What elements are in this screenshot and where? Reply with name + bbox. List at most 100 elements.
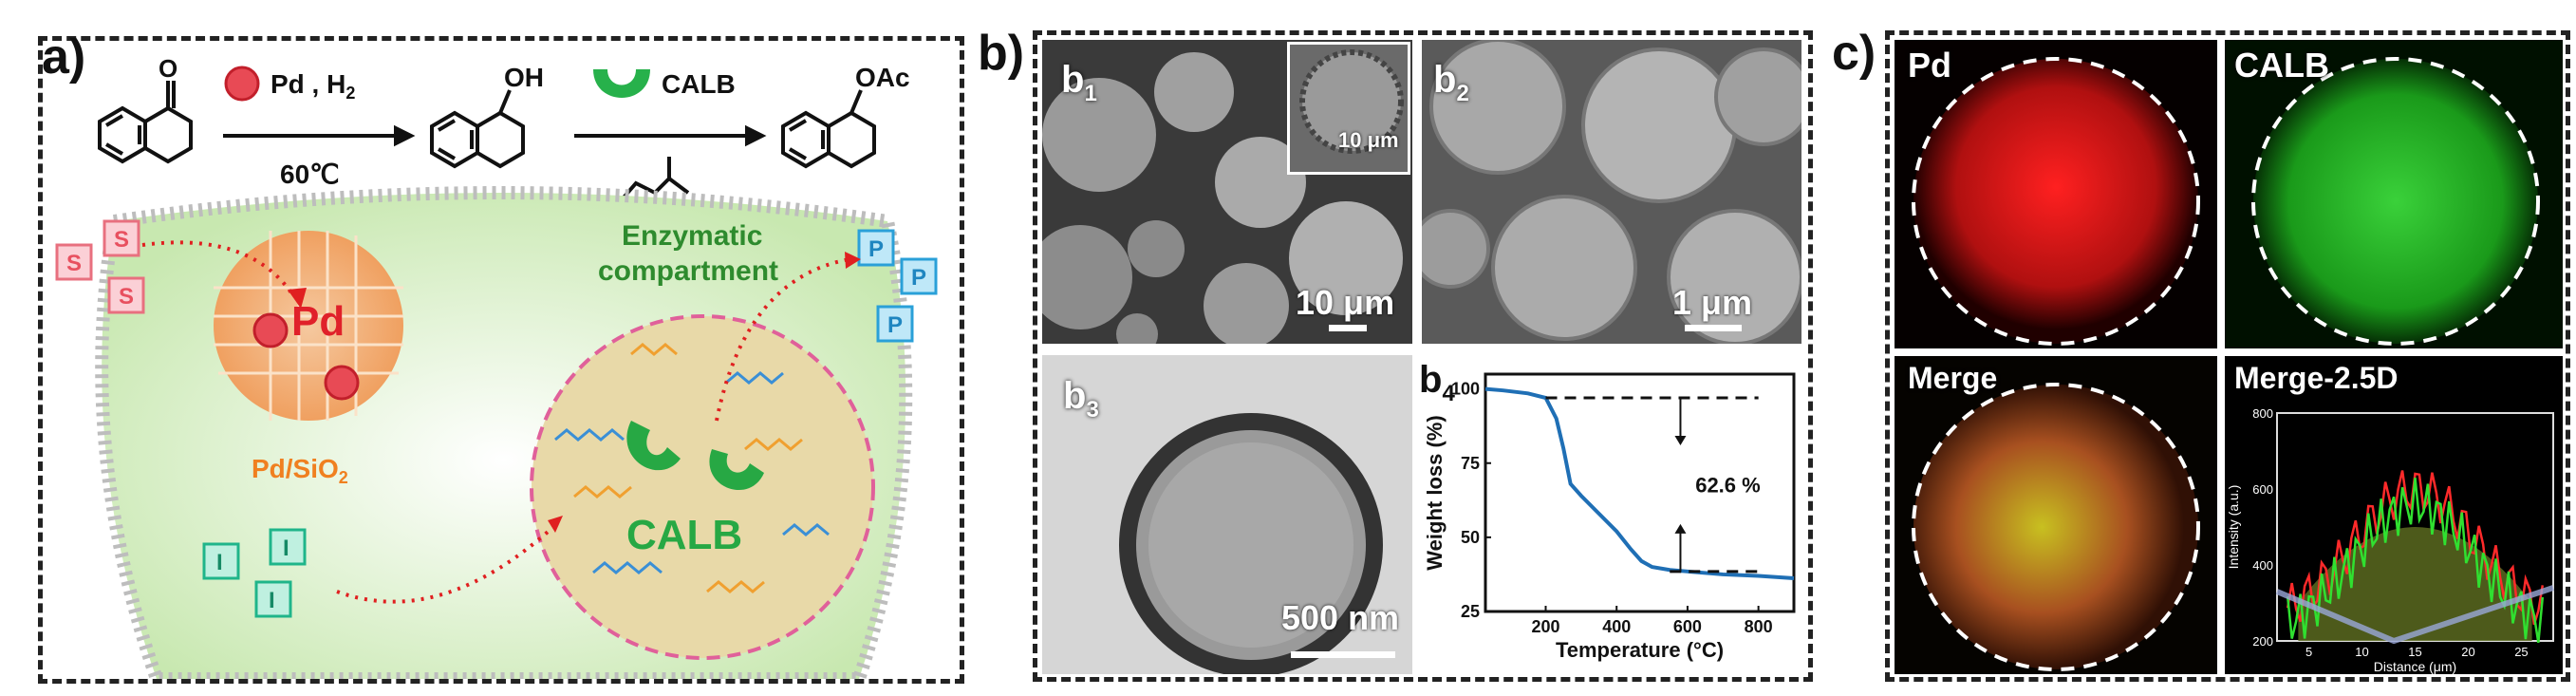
svg-text:Pd/SiO2: Pd/SiO2 bbox=[252, 454, 348, 487]
tga-x-tick-label: 600 bbox=[1673, 617, 1702, 636]
profile-x-tick-label: 15 bbox=[2408, 645, 2421, 659]
tga-plot-frame bbox=[1484, 372, 1796, 613]
profile-y-tick-label: 400 bbox=[2252, 558, 2273, 573]
profile-y-tick-label: 200 bbox=[2252, 634, 2273, 649]
profile-x-tick-label: 10 bbox=[2355, 645, 2368, 659]
b1-inset-scale-text: 10 μm bbox=[1338, 128, 1399, 152]
b2-scale-bar bbox=[1685, 325, 1742, 331]
tga-y-axis-label: Weight loss (%) bbox=[1423, 415, 1447, 570]
temperature-label: 60℃ bbox=[280, 160, 340, 189]
ketone-o-text: O bbox=[159, 54, 177, 83]
product-box bbox=[857, 229, 895, 267]
tga-x-tick-label: 800 bbox=[1745, 617, 1773, 636]
b3-scale-text: 500 nm bbox=[1281, 598, 1400, 637]
tga-y-tick-label: 50 bbox=[1461, 528, 1480, 547]
b4-label-letter: b bbox=[1419, 359, 1443, 401]
product-text: P bbox=[868, 236, 884, 262]
compartment-line1: Enzymatic bbox=[622, 220, 762, 252]
b1-scale-text: 10 μm bbox=[1296, 283, 1395, 322]
b2-label-letter: b bbox=[1433, 59, 1457, 101]
product-text: P bbox=[887, 312, 903, 338]
pd-sio2-sub: 2 bbox=[339, 468, 348, 487]
panel-a-frame bbox=[38, 36, 964, 684]
intermediate-box bbox=[269, 528, 307, 566]
enzyme-label: CALB bbox=[662, 69, 736, 99]
tga-x-tick-label: 400 bbox=[1602, 617, 1631, 636]
reaction-scheme bbox=[98, 81, 876, 199]
b1-inset-image bbox=[1287, 42, 1410, 175]
profile-y-axis-label: Intensity (a.u.) bbox=[2226, 485, 2241, 570]
panel-a-figure: O OH OAc Pd , H2 60℃ CALB Pd Pd/SiO2 bbox=[55, 54, 938, 679]
calb-enzyme-icon bbox=[626, 421, 681, 471]
b1-label-sub: 1 bbox=[1084, 81, 1097, 106]
substrate-text: S bbox=[114, 227, 129, 253]
calb-tile-label: CALB bbox=[2234, 46, 2329, 85]
b2-sem-image bbox=[1422, 40, 1801, 344]
b3-label: b3 bbox=[1063, 375, 1099, 423]
substrate-text: S bbox=[119, 284, 134, 310]
merge-2-5d-tile: 5 10 15 20 25 800 600 400 200 Distance (μm) Intens… bbox=[2225, 356, 2563, 674]
enzyme-icon bbox=[593, 69, 650, 98]
b3-label-letter: b bbox=[1063, 375, 1087, 417]
calb-fluorescence-tile bbox=[2225, 40, 2563, 348]
merge-tile-label: Merge bbox=[1908, 361, 1998, 395]
tga-x-tick-label: 200 bbox=[1531, 617, 1559, 636]
profile-line-path bbox=[2275, 585, 2554, 645]
profile-x-tick-label: 5 bbox=[2305, 645, 2312, 659]
b4-label-sub: 4 bbox=[1442, 381, 1455, 406]
b2-label: b2 bbox=[1433, 59, 1469, 107]
calb-enzyme-icon bbox=[709, 449, 764, 491]
oh-text: OH bbox=[504, 63, 544, 92]
merge-fluorescence-tile bbox=[1895, 356, 2217, 674]
b3-tem-image bbox=[1042, 355, 1412, 674]
b1-label: b1 bbox=[1061, 59, 1097, 107]
b2-label-sub: 2 bbox=[1456, 81, 1469, 106]
pd-fluorescence-tile bbox=[1895, 40, 2217, 348]
tga-y-tick-label: 75 bbox=[1461, 454, 1480, 473]
product-text: P bbox=[911, 265, 926, 291]
substrate-box bbox=[103, 219, 140, 257]
compartment-line2: compartment bbox=[598, 255, 778, 287]
panel-b-label: b) bbox=[978, 26, 1025, 81]
pd-particle bbox=[324, 365, 360, 401]
b4-tga-chart: 200 400 600 800 100 75 50 25 Temperature (°C) Wei… bbox=[1419, 355, 1803, 674]
substrate-box bbox=[107, 276, 145, 314]
svg-text:Pd , H2: Pd , H2 bbox=[271, 69, 355, 103]
b2-scale-text: 1 μm bbox=[1672, 283, 1753, 322]
b4-label: b4 bbox=[1419, 359, 1455, 407]
profile-x-tick-label: 25 bbox=[2514, 645, 2528, 659]
catalyst-sub: 2 bbox=[345, 84, 355, 103]
oac-text: OAc bbox=[855, 63, 910, 92]
intermediate-text: I bbox=[283, 536, 289, 561]
enzymatic-compartment bbox=[530, 314, 875, 660]
intermediate-box bbox=[202, 542, 240, 580]
b3-label-sub: 3 bbox=[1086, 397, 1099, 423]
pd-particle bbox=[252, 312, 289, 348]
product-box bbox=[876, 305, 914, 343]
profile-x-axis-label: Distance (μm) bbox=[2374, 659, 2456, 674]
pd-tile-label: Pd bbox=[1908, 46, 1952, 85]
pd-catalyst-icon bbox=[224, 66, 260, 102]
product-box bbox=[900, 257, 938, 295]
tga-y-tick-label: 100 bbox=[1451, 380, 1480, 399]
tga-x-axis-label: Temperature (°C) bbox=[1556, 638, 1724, 662]
panel-a-label: a) bbox=[42, 29, 86, 85]
b3-scale-bar bbox=[1291, 651, 1395, 658]
substrate-box bbox=[55, 243, 93, 281]
tga-arrowhead-down bbox=[1674, 436, 1687, 445]
tga-background bbox=[1419, 355, 1803, 674]
tga-annotation: 62.6 % bbox=[1695, 473, 1761, 497]
panel-b-frame bbox=[1033, 30, 1813, 682]
profile-green-line bbox=[2286, 478, 2545, 644]
intermediate-box bbox=[254, 580, 292, 618]
pd-sio2-label: Pd/SiO bbox=[252, 454, 339, 483]
merge-2-5d-tile-label: Merge-2.5D bbox=[2234, 361, 2399, 395]
substrate-text: S bbox=[66, 251, 82, 276]
intermediate-text: I bbox=[269, 588, 275, 613]
profile-x-tick-label: 20 bbox=[2461, 645, 2474, 659]
profile-y-tick-label: 800 bbox=[2252, 406, 2273, 421]
tga-arrowhead-up bbox=[1674, 523, 1687, 534]
panel-c-label: c) bbox=[1832, 26, 1876, 81]
intermediate-text: I bbox=[216, 550, 223, 575]
panel-c-frame bbox=[1885, 30, 2570, 682]
